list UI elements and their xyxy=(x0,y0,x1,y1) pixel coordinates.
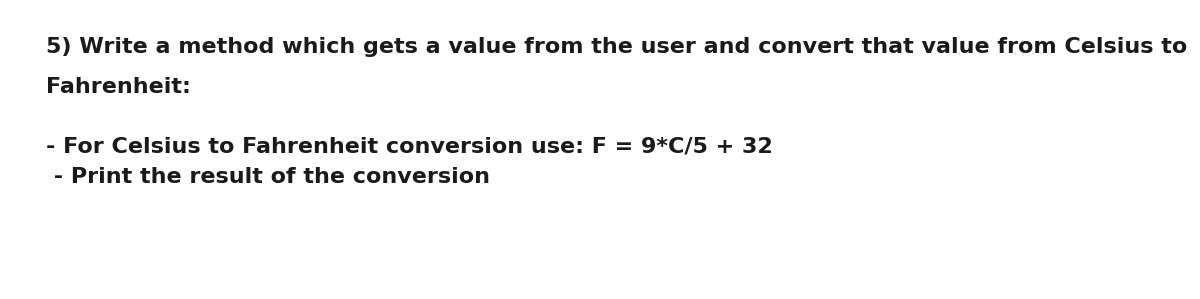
Text: - Print the result of the conversion: - Print the result of the conversion xyxy=(46,167,490,187)
Text: 5) Write a method which gets a value from the user and convert that value from C: 5) Write a method which gets a value fro… xyxy=(46,37,1187,57)
Text: - For Celsius to Fahrenheit conversion use: F = 9*C/5 + 32: - For Celsius to Fahrenheit conversion u… xyxy=(46,137,773,157)
Text: Fahrenheit:: Fahrenheit: xyxy=(46,77,191,97)
